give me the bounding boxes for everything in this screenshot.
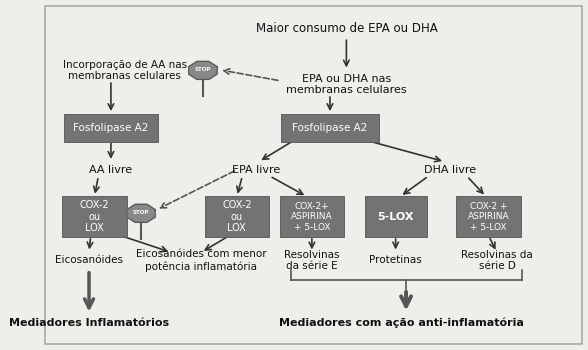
Text: COX-2 +
ASPIRINA
+ 5-LOX: COX-2 + ASPIRINA + 5-LOX — [468, 202, 510, 232]
FancyBboxPatch shape — [281, 114, 379, 142]
FancyBboxPatch shape — [45, 6, 582, 344]
Text: AA livre: AA livre — [89, 165, 132, 175]
Text: Eicosanóides com menor
potência inflamatória: Eicosanóides com menor potência inflamat… — [136, 249, 266, 272]
Text: Resolvinas
da série E: Resolvinas da série E — [284, 250, 340, 271]
Text: Eicosanóides: Eicosanóides — [55, 256, 123, 265]
Text: Fosfolipase A2: Fosfolipase A2 — [74, 123, 149, 133]
Text: Incorporação de AA nas
membranas celulares: Incorporação de AA nas membranas celular… — [62, 60, 186, 81]
Text: STOP: STOP — [195, 67, 211, 72]
Text: Mediadores com ação anti-inflamatória: Mediadores com ação anti-inflamatória — [279, 318, 523, 328]
Text: EPA livre: EPA livre — [232, 165, 280, 175]
Text: Mediadores Inflamatórios: Mediadores Inflamatórios — [9, 318, 169, 328]
Polygon shape — [189, 61, 217, 79]
FancyBboxPatch shape — [64, 114, 158, 142]
Text: COX-2
ou
LOX: COX-2 ou LOX — [80, 200, 109, 233]
FancyBboxPatch shape — [205, 196, 269, 237]
Text: Protetinas: Protetinas — [369, 256, 422, 265]
FancyBboxPatch shape — [279, 196, 344, 237]
Text: 5-LOX: 5-LOX — [377, 212, 414, 222]
Text: Maior consumo de EPA ou DHA: Maior consumo de EPA ou DHA — [256, 22, 437, 35]
FancyBboxPatch shape — [62, 196, 127, 237]
Text: EPA ou DHA nas
membranas celulares: EPA ou DHA nas membranas celulares — [286, 74, 407, 95]
FancyBboxPatch shape — [365, 196, 427, 237]
FancyBboxPatch shape — [456, 196, 521, 237]
Text: STOP: STOP — [133, 210, 149, 215]
Text: Fosfolipase A2: Fosfolipase A2 — [292, 123, 368, 133]
Text: Resolvinas da
série D: Resolvinas da série D — [461, 250, 533, 271]
Polygon shape — [127, 204, 155, 222]
Text: COX-2+
ASPIRINA
+ 5-LOX: COX-2+ ASPIRINA + 5-LOX — [291, 202, 333, 232]
Text: COX-2
ou
LOX: COX-2 ou LOX — [222, 200, 252, 233]
Text: DHA livre: DHA livre — [425, 165, 476, 175]
